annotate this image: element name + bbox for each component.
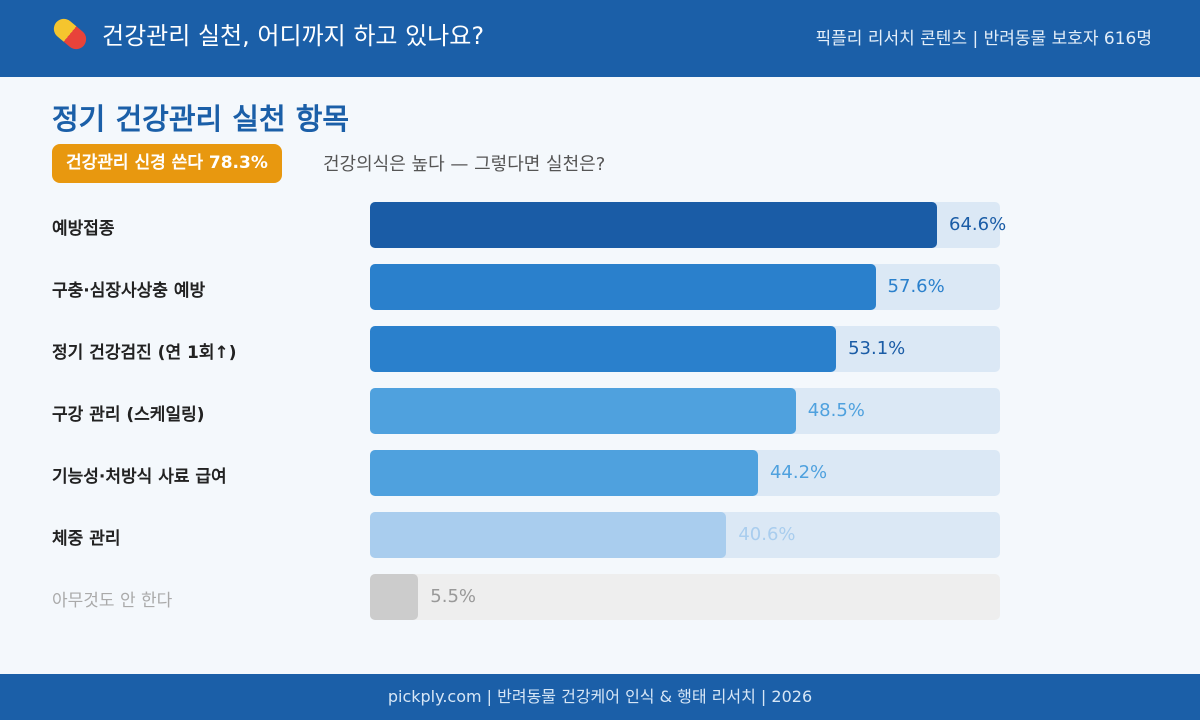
value-label: 64.6% — [949, 214, 1007, 235]
header-meta: 픽플리 리서치 콘텐츠 | 반려동물 보호자 616명 — [815, 29, 1152, 49]
bar-row: 아무것도 안 한다 5.5% — [0, 574, 1200, 620]
header-title: 건강관리 실천, 어디까지 하고 있나요? — [102, 22, 485, 50]
bar-row: 구충·심장사상충 예방 57.6% — [0, 264, 1200, 310]
bar — [370, 264, 876, 310]
bar-row: 체중 관리 40.6% — [0, 512, 1200, 558]
bar — [370, 388, 796, 434]
category-label: 정기 건강검진 (연 1회↑) — [52, 343, 237, 363]
bar — [370, 512, 727, 558]
value-label: 57.6% — [887, 276, 945, 297]
category-label: 구강 관리 (스케일링) — [52, 405, 205, 425]
bar-track: 53.1% — [370, 326, 1000, 372]
value-label: 53.1% — [848, 338, 906, 359]
footer: pickply.com | 반려동물 건강케어 인식 & 행태 리서치 | 20… — [0, 674, 1200, 720]
category-label: 구충·심장사상충 예방 — [52, 281, 206, 301]
header-title-wrap: 건강관리 실천, 어디까지 하고 있나요? — [49, 14, 485, 53]
bar-track: 44.2% — [370, 450, 1000, 496]
value-label: 5.5% — [430, 586, 476, 607]
category-label: 기능성·처방식 사료 급여 — [52, 467, 227, 487]
bar — [370, 202, 937, 248]
bar-track: 48.5% — [370, 388, 1000, 434]
bar-row: 기능성·처방식 사료 급여 44.2% — [0, 450, 1200, 496]
bar-track: 64.6% — [370, 202, 1006, 248]
bar-row: 구강 관리 (스케일링) 48.5% — [0, 388, 1200, 434]
header: 건강관리 실천, 어디까지 하고 있나요? 픽플리 리서치 콘텐츠 | 반려동물… — [0, 0, 1200, 77]
pill-icon — [49, 14, 91, 53]
bar-row: 예방접종 64.6% — [0, 202, 1200, 248]
bar — [370, 450, 758, 496]
value-label: 48.5% — [807, 400, 865, 421]
bar-track: 5.5% — [370, 574, 1000, 620]
bar-row: 정기 건강검진 (연 1회↑) 53.1% — [0, 326, 1200, 372]
bar — [370, 326, 837, 372]
highlight-badge: 건강관리 신경 쓴다 78.3% — [52, 144, 282, 183]
bar-track: 40.6% — [370, 512, 1000, 558]
subtitle: 건강의식은 높다 — 그렇다면 실천은? — [323, 154, 606, 175]
bar-track: 57.6% — [370, 264, 1000, 310]
section-title: 정기 건강관리 실천 항목 — [52, 102, 350, 136]
bar — [370, 574, 419, 620]
value-label: 40.6% — [738, 524, 796, 545]
category-label: 아무것도 안 한다 — [52, 591, 173, 611]
value-label: 44.2% — [769, 462, 828, 483]
category-label: 체중 관리 — [52, 529, 121, 549]
category-label: 예방접종 — [52, 219, 115, 239]
